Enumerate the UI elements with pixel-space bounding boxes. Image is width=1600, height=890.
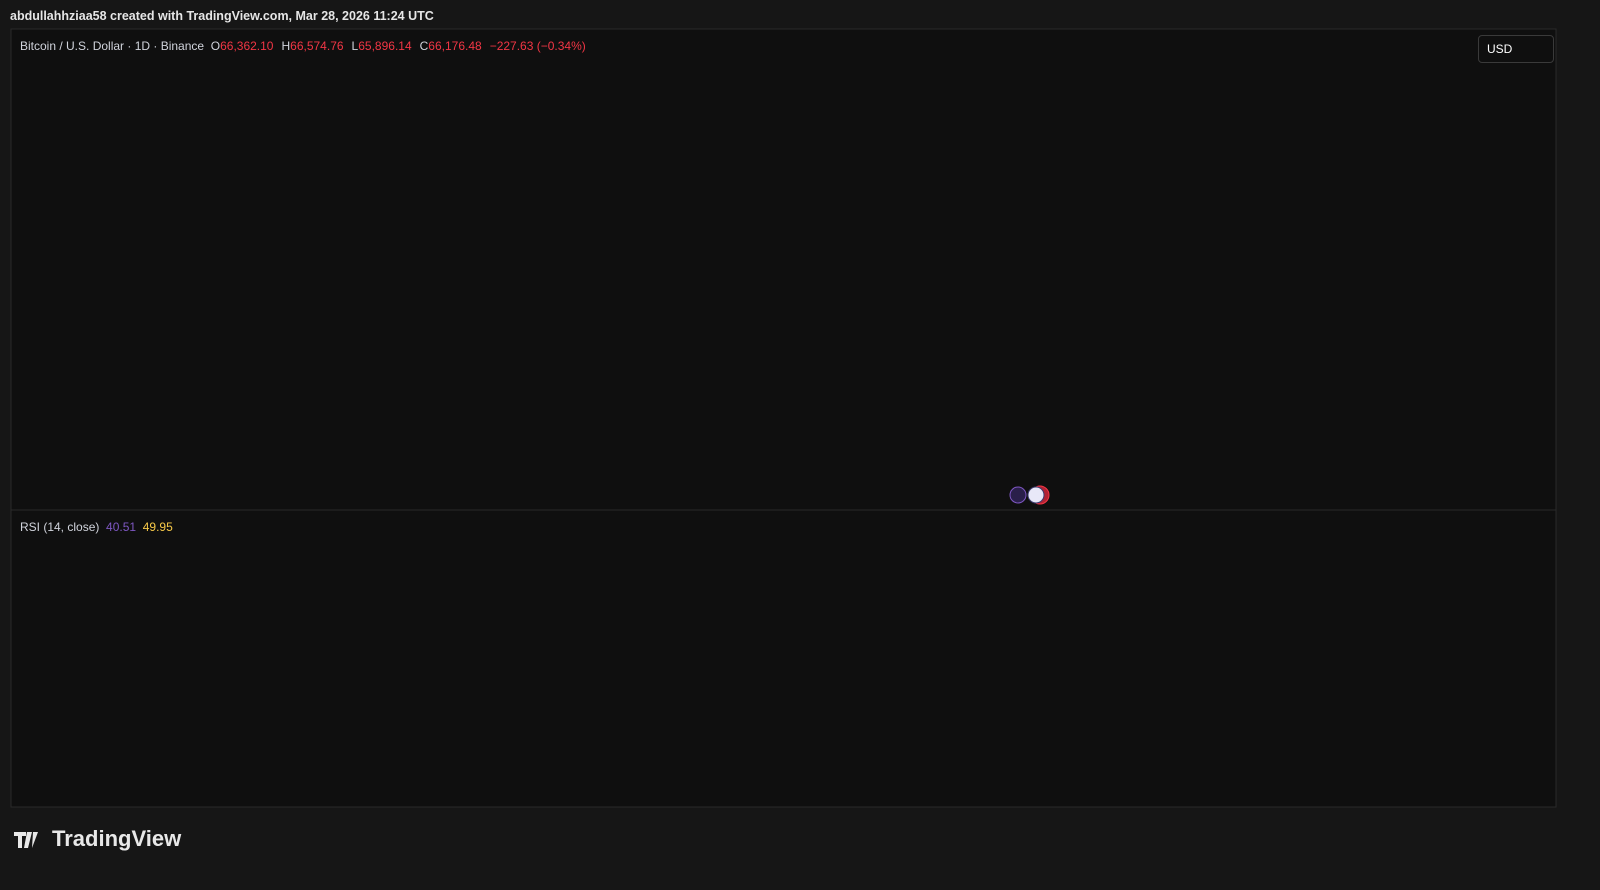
change: −227.63 (−0.34%) (489, 39, 586, 53)
currency-button[interactable]: USD (1478, 35, 1554, 63)
ohlc-key: H (281, 39, 291, 53)
author-line: abdullahhziaa58 created with TradingView… (10, 9, 434, 23)
rsi-ma-value: 49.95 (142, 520, 173, 534)
rsi-title: RSI (14, close) (20, 520, 100, 534)
ohlc-key: C (419, 39, 429, 53)
rsi-value: 40.51 (106, 520, 137, 534)
symbol-legend: Bitcoin / U.S. Dollar · 1D · Binance O66… (20, 39, 586, 53)
ohlc-value: 66,176.48 (428, 39, 482, 53)
rsi-legend: RSI (14, close) 40.51 49.95 (20, 520, 173, 534)
ohlc: O66,362.10 H66,574.76 L65,896.14 C66,176.48 (211, 39, 490, 53)
ohlc-value: 66,574.76 (290, 39, 344, 53)
chart-panel (10, 28, 1557, 808)
brand-logo (14, 832, 38, 848)
ohlc-value: 66,362.10 (220, 39, 274, 53)
brand: TradingView (52, 826, 182, 851)
event-icons (1009, 485, 1050, 505)
symbol: Bitcoin / U.S. Dollar · 1D · Binance (20, 39, 205, 53)
ohlc-value: 65,896.14 (358, 39, 412, 53)
ohlc-key: O (210, 39, 221, 53)
ohlc-key: L (351, 39, 359, 53)
